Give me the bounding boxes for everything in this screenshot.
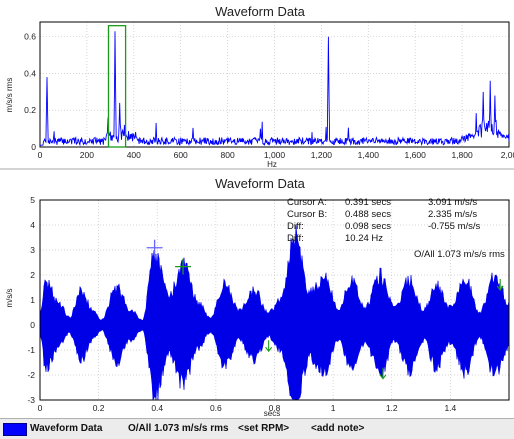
set-rpm-button[interactable]: <set RPM>	[238, 423, 290, 434]
spectrum-y-tick-label: 0.6	[24, 32, 36, 42]
waveform-y-tick-label: -2	[27, 370, 35, 380]
peak-marker-arrow	[265, 346, 273, 353]
status-overall-rms: O/All 1.073 m/s/s rms	[128, 423, 229, 434]
spectrum-y-tick-label: 0	[31, 142, 36, 152]
waveform-title: Waveform Data	[215, 176, 306, 191]
diff-freq-label: Diff:	[287, 233, 304, 244]
cursor-b-label: Cursor B:	[287, 209, 328, 220]
waveform-x-tick-label: 1.4	[444, 403, 456, 413]
cursor-a-value: 3.091 m/s/s	[428, 197, 478, 208]
cursor-a-time: 0.391 secs	[345, 197, 391, 208]
spectrum-x-tick-label: 1,400	[358, 150, 380, 160]
spectrum-panel[interactable]: Waveform Data m/s/s rms Hz 0 0.2 0.4 0.6 0 2…	[0, 0, 514, 169]
waveform-ylabel: m/s/s	[5, 288, 14, 307]
spectrum-x-tick-label: 800	[221, 150, 235, 160]
waveform-x-tick-label: 0.4	[151, 403, 163, 413]
waveform-y-tick-label: 2	[30, 270, 35, 280]
waveform-y-tick-label: 0	[30, 320, 35, 330]
spectrum-x-tick-label: 600	[174, 150, 188, 160]
waveform-y-tick-label: -1	[27, 345, 35, 355]
cursor-b-value: 2.335 m/s/s	[428, 209, 478, 220]
waveform-y-tick-label: 3	[30, 245, 35, 255]
spectrum-band-highlight[interactable]	[107, 25, 127, 148]
spectrum-chart[interactable]: Waveform Data m/s/s rms Hz 0 0.2 0.4 0.6 0 2…	[0, 0, 514, 169]
legend-swatch[interactable]	[3, 423, 27, 436]
peak-marker-arrow	[379, 374, 387, 380]
waveform-x-tick-label: 0.8	[269, 403, 281, 413]
spectrum-x-tick-label: 1,800	[451, 150, 473, 160]
waveform-x-tick-label: 1.2	[386, 403, 398, 413]
waveform-overall-rms: O/All 1.073 m/s/s rms	[414, 249, 505, 260]
diff-value: -0.755 m/s/s	[428, 221, 481, 232]
cursor-b-time: 0.488 secs	[345, 209, 391, 220]
waveform-y-tick-label: -3	[27, 395, 35, 405]
spectrum-y-tick-label: 0.4	[24, 68, 36, 78]
waveform-x-tick-label: 0.6	[210, 403, 222, 413]
spectrum-ylabel: m/s/s rms	[5, 78, 14, 113]
status-bar: Waveform Data O/All 1.073 m/s/s rms <set…	[0, 418, 514, 439]
waveform-x-tick-label: 1	[331, 403, 336, 413]
legend-series-name[interactable]: Waveform Data	[30, 423, 103, 434]
diff-frequency: 10.24 Hz	[345, 233, 384, 244]
waveform-x-tick-label: 0.2	[93, 403, 105, 413]
waveform-plot-frame	[39, 199, 510, 401]
panel-divider[interactable]	[0, 168, 514, 170]
spectrum-y-tick-label: 0.2	[24, 105, 36, 115]
spectrum-x-tick-label: 1,200	[311, 150, 333, 160]
spectrum-x-tick-label: 1,000	[264, 150, 286, 160]
diff-time: 0.098 secs	[345, 221, 391, 232]
waveform-chart[interactable]: Waveform Data m/s/s secs 5 4 3 2 1 0 -1 -2 -3 0 0…	[0, 170, 514, 418]
spectrum-x-tick-label: 0	[38, 150, 43, 160]
waveform-xlabel: secs	[264, 409, 280, 418]
peak-marker-arrow	[496, 285, 504, 291]
add-note-button[interactable]: <add note>	[311, 423, 365, 434]
waveform-y-tick-label: 4	[30, 220, 35, 230]
waveform-y-tick-label: 5	[30, 195, 35, 205]
spectrum-x-tick-label: 1,600	[405, 150, 427, 160]
cursor-a-label: Cursor A:	[287, 197, 327, 208]
waveform-panel[interactable]: Waveform Data m/s/s secs 5 4 3 2 1 0 -1 -2 -3 0 0…	[0, 170, 514, 418]
spectrum-x-tick-label: 200	[80, 150, 94, 160]
spectrum-xlabel: Hz	[267, 160, 277, 168]
spectrum-x-tick-label: 400	[127, 150, 141, 160]
spectrum-series-line[interactable]	[40, 31, 510, 147]
spectrum-x-tick-label: 2,00	[501, 150, 514, 160]
spectrum-title: Waveform Data	[215, 4, 306, 19]
waveform-x-tick-label: 0	[38, 403, 43, 413]
spectrum-plot-frame	[39, 21, 510, 148]
diff-label: Diff:	[287, 221, 304, 232]
waveform-y-tick-label: 1	[30, 295, 35, 305]
